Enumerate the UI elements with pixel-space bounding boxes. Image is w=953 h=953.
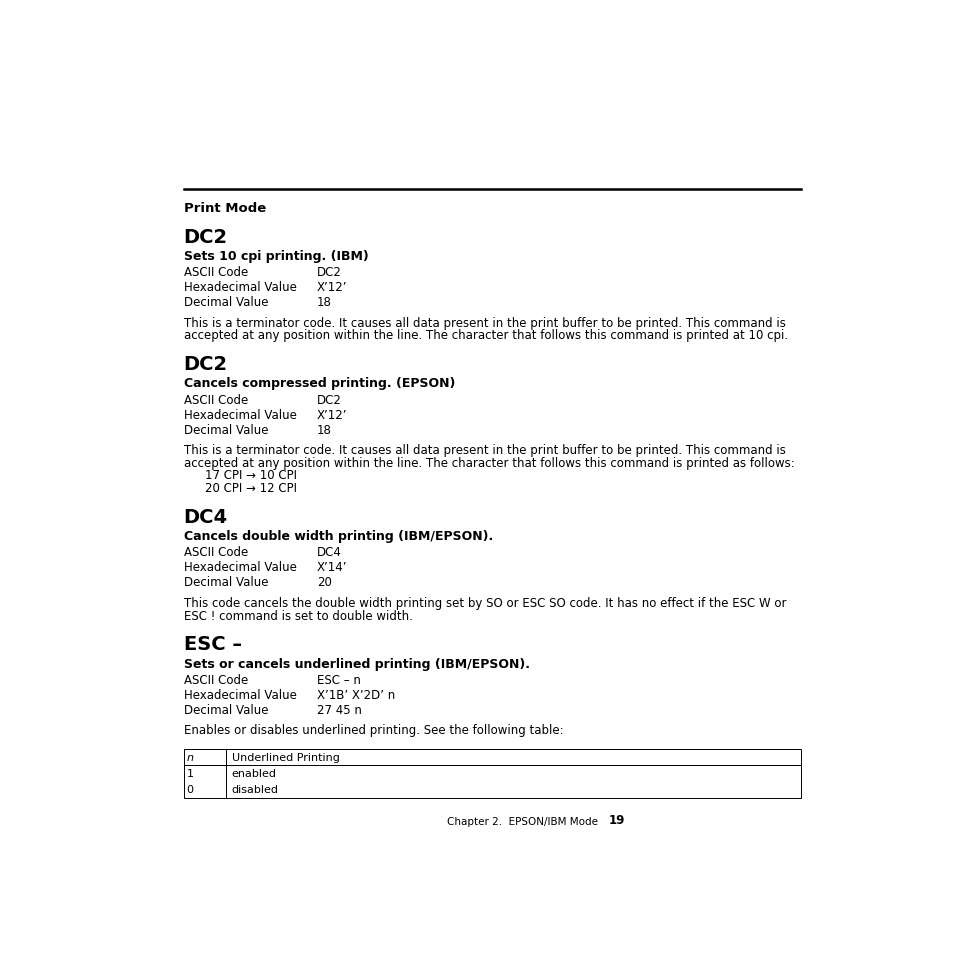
Text: disabled: disabled (232, 784, 278, 794)
Bar (183, 749, 801, 798)
Text: DC2: DC2 (183, 228, 228, 247)
Text: Decimal Value: Decimal Value (183, 703, 268, 716)
Text: n: n (187, 752, 193, 762)
Text: DC4: DC4 (316, 546, 341, 558)
Text: enabled: enabled (232, 768, 276, 779)
Text: Decimal Value: Decimal Value (183, 576, 268, 589)
Text: DC2: DC2 (316, 394, 341, 406)
Text: accepted at any position within the line. The character that follows this comman: accepted at any position within the line… (183, 329, 787, 342)
Text: Hexadecimal Value: Hexadecimal Value (183, 688, 296, 701)
Text: X’14’: X’14’ (316, 561, 347, 574)
Text: This is a terminator code. It causes all data present in the print buffer to be : This is a terminator code. It causes all… (183, 443, 784, 456)
Text: 19: 19 (608, 814, 625, 826)
Text: ASCII Code: ASCII Code (183, 266, 248, 279)
Text: X’1B’ X’2D’ n: X’1B’ X’2D’ n (316, 688, 395, 701)
Text: X’12’: X’12’ (316, 281, 347, 294)
Text: 20 CPI → 12 CPI: 20 CPI → 12 CPI (205, 481, 297, 495)
Text: Cancels compressed printing. (EPSON): Cancels compressed printing. (EPSON) (183, 377, 455, 390)
Text: ESC – n: ESC – n (316, 673, 360, 686)
Text: Hexadecimal Value: Hexadecimal Value (183, 281, 296, 294)
Text: DC2: DC2 (316, 266, 341, 279)
Text: Hexadecimal Value: Hexadecimal Value (183, 561, 296, 574)
Text: Underlined Printing: Underlined Printing (232, 752, 339, 762)
Text: Cancels double width printing (IBM/EPSON).: Cancels double width printing (IBM/EPSON… (183, 530, 493, 542)
Text: 0: 0 (187, 784, 193, 794)
Text: DC2: DC2 (183, 355, 228, 374)
Text: 18: 18 (316, 423, 332, 436)
Text: Hexadecimal Value: Hexadecimal Value (183, 408, 296, 421)
Text: 1: 1 (187, 768, 193, 779)
Text: 27 45 n: 27 45 n (316, 703, 361, 716)
Text: ESC –: ESC – (183, 635, 241, 654)
Text: This is a terminator code. It causes all data present in the print buffer to be : This is a terminator code. It causes all… (183, 316, 784, 329)
Text: accepted at any position within the line. The character that follows this comman: accepted at any position within the line… (183, 456, 794, 469)
Text: 20: 20 (316, 576, 332, 589)
Text: This code cancels the double width printing set by SO or ESC SO code. It has no : This code cancels the double width print… (183, 597, 785, 609)
Text: ASCII Code: ASCII Code (183, 673, 248, 686)
Text: Enables or disables underlined printing. See the following table:: Enables or disables underlined printing.… (183, 723, 562, 737)
Text: X’12’: X’12’ (316, 408, 347, 421)
Text: 18: 18 (316, 295, 332, 309)
Text: ASCII Code: ASCII Code (183, 394, 248, 406)
Text: Chapter 2.  EPSON/IBM Mode: Chapter 2. EPSON/IBM Mode (446, 817, 607, 826)
Text: 17 CPI → 10 CPI: 17 CPI → 10 CPI (205, 469, 297, 482)
Text: Print Mode: Print Mode (183, 202, 266, 215)
Text: Sets 10 cpi printing. (IBM): Sets 10 cpi printing. (IBM) (183, 250, 368, 263)
Text: ASCII Code: ASCII Code (183, 546, 248, 558)
Text: Sets or cancels underlined printing (IBM/EPSON).: Sets or cancels underlined printing (IBM… (183, 657, 529, 670)
Text: DC4: DC4 (183, 507, 228, 526)
Text: Decimal Value: Decimal Value (183, 423, 268, 436)
Text: Decimal Value: Decimal Value (183, 295, 268, 309)
Text: ESC ! command is set to double width.: ESC ! command is set to double width. (183, 609, 412, 622)
